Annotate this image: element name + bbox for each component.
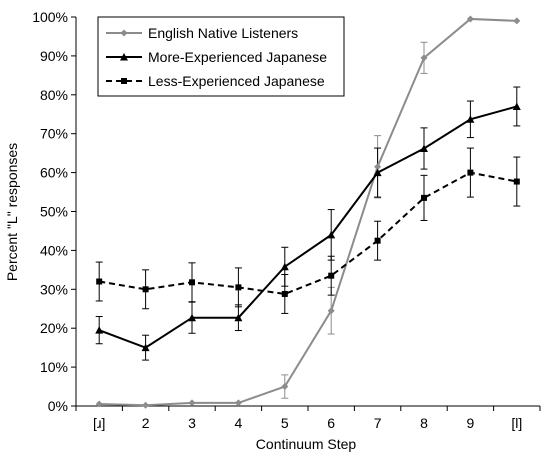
legend-marker	[120, 29, 128, 37]
data-point-1	[95, 326, 104, 334]
data-point-1	[327, 230, 336, 239]
series-line-2	[99, 171, 517, 295]
legend-entry: Less-Experienced Japanese	[106, 73, 325, 89]
data-point-1	[141, 343, 150, 352]
series-line-1	[98, 105, 518, 349]
y-axis-title: Percent "L" responses	[4, 143, 20, 281]
data-point-2	[374, 237, 381, 244]
data-point-0	[513, 17, 521, 25]
data-point-2	[421, 194, 427, 201]
x-tick-label: 2	[142, 415, 150, 431]
y-tick-label: 100%	[32, 9, 68, 25]
y-tick-label: 20%	[40, 320, 68, 336]
series-line-0	[99, 17, 517, 407]
data-point-0	[327, 307, 335, 315]
legend-label: More-Experienced Japanese	[148, 49, 327, 65]
legend-entry: English Native Listeners	[106, 25, 298, 41]
y-tick-label: 30%	[40, 281, 68, 297]
x-tick-label: 3	[188, 415, 196, 431]
y-axis-ticks: 0% 10% 20% 30% 40% 50% 60% 70% 80% 90% 100%	[32, 9, 76, 414]
data-point-2	[96, 278, 103, 285]
legend: English Native Listeners More-Experienced…	[97, 16, 345, 97]
data-point-2	[513, 178, 520, 185]
data-point-0	[281, 383, 289, 391]
data-point-1	[280, 262, 289, 271]
data-point-0	[234, 399, 242, 407]
x-tick-label: 6	[327, 415, 335, 431]
x-tick-label: 7	[374, 415, 382, 431]
y-tick-label: 70%	[40, 126, 68, 142]
x-tick-label: 9	[467, 415, 475, 431]
y-tick-label: 40%	[40, 242, 68, 258]
x-tick-label: [ɹ]	[93, 415, 105, 431]
data-point-1	[373, 168, 382, 177]
data-point-0	[374, 163, 382, 171]
y-tick-label: 60%	[40, 165, 68, 181]
y-tick-label: 90%	[40, 48, 68, 64]
data-point-1	[512, 102, 521, 110]
legend-label: English Native Listeners	[148, 25, 298, 41]
data-point-2	[235, 284, 242, 291]
series-lines	[98, 17, 518, 407]
data-point-1	[188, 313, 196, 322]
data-point-1	[420, 144, 428, 152]
data-point-0	[188, 399, 196, 407]
data-point-2	[189, 279, 195, 286]
data-point-0	[420, 54, 428, 62]
legend-marker	[120, 53, 128, 61]
data-point-2	[142, 286, 149, 293]
data-point-2	[281, 290, 288, 297]
data-point-0	[142, 401, 150, 409]
y-tick-label: 10%	[40, 359, 68, 375]
y-tick-label: 50%	[40, 204, 68, 220]
data-point-1	[466, 115, 475, 123]
data-point-1	[234, 313, 243, 322]
data-point-0	[95, 400, 103, 408]
x-axis-title: Continuum Step	[256, 436, 357, 452]
x-tick-label: 8	[420, 415, 428, 431]
y-tick-label: 80%	[40, 87, 68, 103]
data-point-0	[466, 15, 474, 23]
x-axis-ticks: [ɹ] 2 3 4 5 6 7 8 9 [l]	[75, 406, 541, 431]
x-tick-label: [l]	[511, 415, 522, 431]
legend-marker	[121, 78, 127, 84]
legend-label: Less-Experienced Japanese	[148, 73, 325, 89]
legend-entry: More-Experienced Japanese	[106, 49, 327, 65]
x-tick-label: 4	[235, 415, 243, 431]
x-tick-label: 5	[281, 415, 289, 431]
data-point-2	[467, 169, 474, 176]
series-markers	[95, 15, 521, 409]
data-point-2	[328, 272, 335, 279]
y-tick-label: 0%	[48, 398, 68, 414]
